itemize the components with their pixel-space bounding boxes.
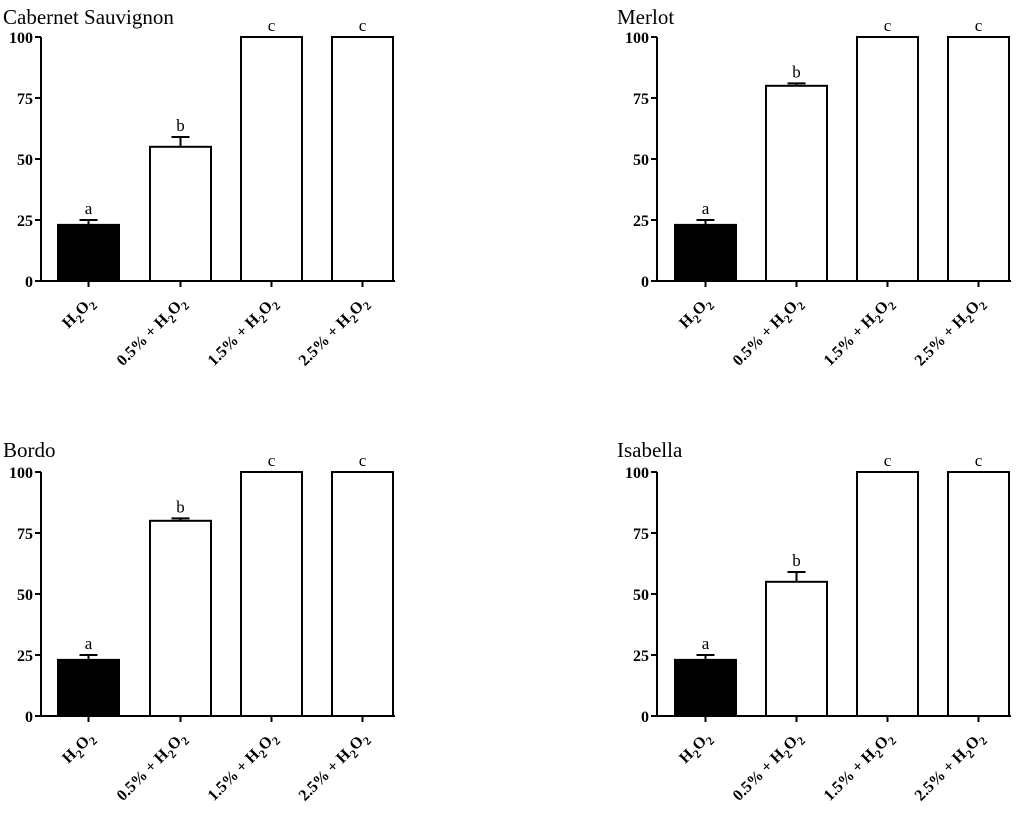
significance-label: c [884, 451, 892, 470]
significance-label: b [792, 551, 801, 570]
significance-label: c [268, 451, 276, 470]
y-tick-label: 50 [17, 152, 33, 169]
chart-title: Merlot [617, 5, 674, 29]
chart-panel: Isabella 0 25 50 75 100 a H2​O2​ b 0.5% + H2​O2​ c… [617, 438, 1011, 808]
y-tick-label: 50 [17, 587, 33, 604]
bar [856, 471, 919, 717]
chart-title: Bordo [3, 438, 56, 462]
y-tick-label: 100 [625, 465, 649, 482]
significance-label: c [359, 16, 367, 35]
y-tick-label: 100 [9, 465, 33, 482]
significance-label: c [268, 16, 276, 35]
significance-label: c [975, 451, 983, 470]
y-tick-label: 75 [17, 526, 33, 543]
x-tick-label: 0.5% + H2​O2​ [730, 294, 809, 373]
bar [149, 519, 212, 717]
bar [57, 658, 120, 718]
bar [331, 36, 394, 282]
y-tick-label: 0 [25, 274, 33, 291]
significance-label: b [176, 497, 185, 516]
x-tick-label: 0.5% + H2​O2​ [730, 729, 809, 808]
x-tick-label: 2.5% + H2​O2​ [912, 294, 991, 373]
bar [856, 36, 919, 282]
x-tick-label: 2.5% + H2​O2​ [296, 729, 375, 808]
chart-panel: Cabernet Sauvignon 0 25 50 75 100 a H2​O2​ b 0.5%… [3, 5, 395, 373]
y-tick-label: 0 [641, 274, 649, 291]
bar [765, 580, 828, 717]
y-tick-label: 50 [633, 587, 649, 604]
chart-panel: Bordo 0 25 50 75 100 a H2​O2​ b 0.5% + H2​O2​ c 1.5… [3, 438, 395, 808]
significance-label: c [975, 16, 983, 35]
significance-label: c [359, 451, 367, 470]
y-tick-label: 75 [633, 91, 649, 108]
y-tick-label: 25 [17, 648, 33, 665]
chart-panel: Merlot 0 25 50 75 100 a H2​O2​ b 0.5% + H2​O2​ c 1.… [617, 5, 1011, 373]
bar [674, 223, 737, 283]
x-tick-label: 1.5% + H2​O2​ [205, 729, 284, 808]
significance-label: a [85, 634, 93, 653]
x-tick-label: 2.5% + H2​O2​ [912, 729, 991, 808]
x-tick-label: 0.5% + H2​O2​ [114, 294, 193, 373]
bar [240, 36, 303, 282]
bar [947, 471, 1010, 717]
y-tick-label: 50 [633, 152, 649, 169]
x-tick-label: H2​O2​ [676, 729, 717, 770]
bar [765, 84, 828, 282]
bar [331, 471, 394, 717]
y-tick-label: 25 [633, 213, 649, 230]
y-tick-label: 0 [641, 709, 649, 726]
significance-label: a [702, 199, 710, 218]
y-tick-label: 75 [633, 526, 649, 543]
y-tick-label: 25 [17, 213, 33, 230]
y-tick-label: 100 [9, 30, 33, 47]
significance-label: b [792, 62, 801, 81]
significance-label: b [176, 116, 185, 135]
bar [240, 471, 303, 717]
y-tick-label: 25 [633, 648, 649, 665]
y-tick-label: 75 [17, 91, 33, 108]
chart-title: Isabella [617, 438, 683, 462]
significance-label: a [85, 199, 93, 218]
x-tick-label: H2​O2​ [59, 729, 100, 770]
significance-label: c [884, 16, 892, 35]
chart-title: Cabernet Sauvignon [3, 5, 174, 29]
y-tick-label: 0 [25, 709, 33, 726]
significance-label: a [702, 634, 710, 653]
x-tick-label: H2​O2​ [676, 294, 717, 335]
bar [947, 36, 1010, 282]
x-tick-label: 2.5% + H2​O2​ [296, 294, 375, 373]
x-tick-label: 1.5% + H2​O2​ [205, 294, 284, 373]
y-tick-label: 100 [625, 30, 649, 47]
bar [674, 658, 737, 718]
x-tick-label: 1.5% + H2​O2​ [821, 294, 900, 373]
bar [149, 145, 212, 282]
bar [57, 223, 120, 283]
x-tick-label: 0.5% + H2​O2​ [114, 729, 193, 808]
x-tick-label: H2​O2​ [59, 294, 100, 335]
x-tick-label: 1.5% + H2​O2​ [821, 729, 900, 808]
